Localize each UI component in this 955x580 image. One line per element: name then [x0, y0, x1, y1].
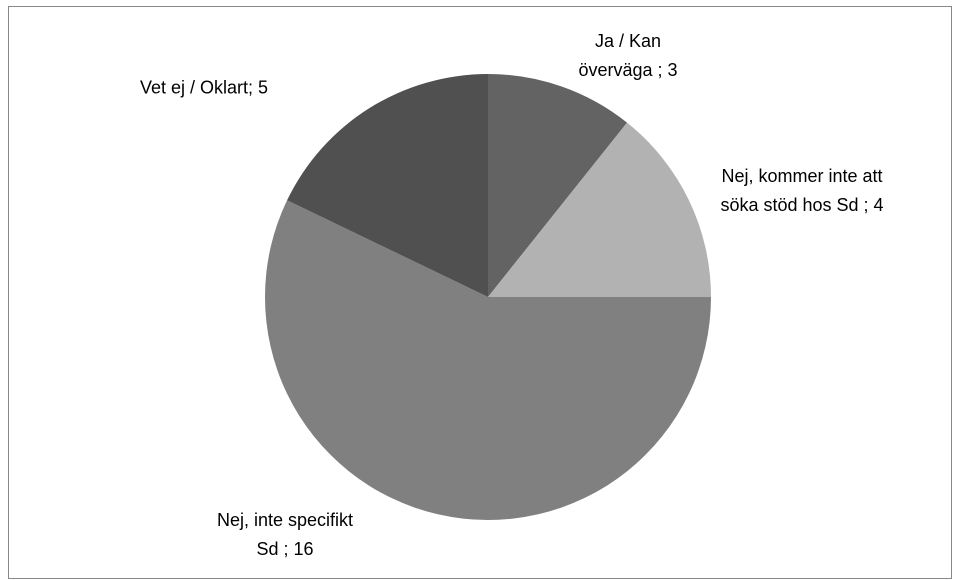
data-label: Vet ej / Oklart; 5: [139, 77, 269, 98]
data-label: Nej, inte specifikt Sd ; 16: [216, 510, 354, 559]
pie-slice: [264, 200, 711, 521]
data-label: Nej, kommer inte att söka stöd hos Sd ; …: [720, 166, 884, 215]
pie-slice: [287, 74, 488, 297]
pie-slice: [488, 74, 628, 297]
pie-slice: [488, 122, 711, 297]
data-label: Ja / Kan överväga ; 3: [578, 31, 678, 80]
